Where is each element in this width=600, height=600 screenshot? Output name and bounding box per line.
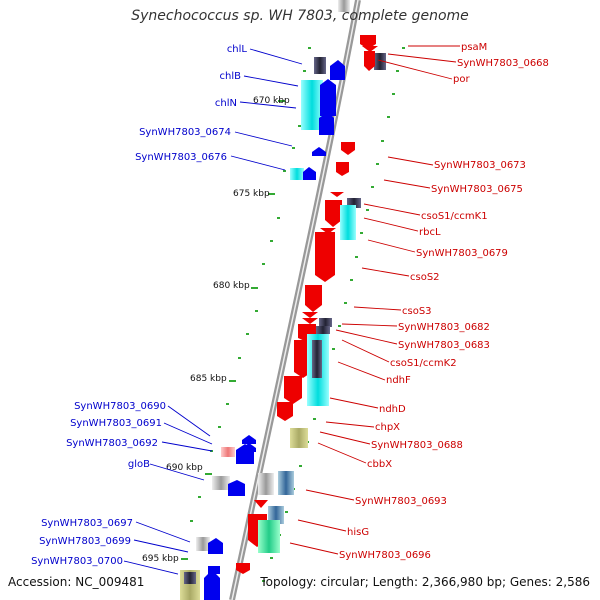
gene-chpX — [277, 402, 293, 421]
right-leader-lines — [289, 45, 460, 555]
scale-label-695: 695 kbp — [142, 554, 179, 564]
scale-labels: 670 kbp 675 kbp 680 kbp 685 kbp 690 kbp … — [142, 96, 290, 564]
label-0673: SynWH7803_0673 — [434, 160, 526, 171]
gene-chlN-arrow — [320, 79, 336, 116]
reverse-strand-genes — [236, 35, 386, 574]
label-0692: SynWH7803_0692 — [66, 438, 158, 449]
gene-0682 — [319, 318, 332, 327]
gene-0673 — [341, 142, 355, 155]
gene-0683 — [316, 326, 330, 334]
gene-csoS2 — [315, 232, 335, 282]
gene-rbcL — [325, 200, 342, 227]
gene-0674-arrow — [319, 112, 334, 135]
label-0693: SynWH7803_0693 — [355, 496, 447, 507]
label-0674: SynWH7803_0674 — [139, 127, 231, 138]
label-0699: SynWH7803_0699 — [39, 536, 131, 547]
gene-0697 — [196, 537, 210, 551]
label-0696: SynWH7803_0696 — [339, 550, 431, 561]
scale-label-690: 690 kbp — [166, 463, 203, 473]
label-rbcL: rbcL — [419, 227, 441, 238]
label-0683: SynWH7803_0683 — [398, 340, 490, 351]
label-0700: SynWH7803_0700 — [31, 556, 123, 567]
gene-gloB-arrow — [228, 480, 245, 496]
gene-0688 — [290, 428, 308, 448]
accession-text: Accession: NC_009481 — [8, 575, 145, 589]
label-hisG: hisG — [347, 527, 369, 538]
left-leader-lines — [123, 48, 303, 575]
label-ndhD: ndhD — [379, 404, 406, 415]
label-0668: SynWH7803_0668 — [457, 58, 549, 69]
label-chpX: chpX — [375, 422, 400, 433]
gene-0676-arrow — [312, 147, 326, 156]
right-gene-labels: psaM SynWH7803_0668 por SynWH7803_0673 S… — [339, 42, 549, 561]
label-psaM: psaM — [461, 42, 487, 53]
gene-ndhD — [284, 376, 302, 404]
gene-0679 — [340, 205, 356, 240]
label-por: por — [453, 74, 470, 85]
gene-0693 — [258, 473, 274, 495]
gene-chlN — [301, 80, 323, 130]
gene-psaM — [360, 35, 376, 49]
label-chlB: chlB — [220, 71, 242, 82]
scale-label-670: 670 kbp — [253, 96, 290, 106]
gene-0692 — [221, 447, 235, 457]
label-0690: SynWH7803_0690 — [74, 401, 166, 412]
label-csoS3: csoS3 — [402, 306, 432, 317]
left-gene-labels: chlL chlB chlN SynWH7803_0674 SynWH7803_… — [31, 44, 247, 567]
gene-top-grey — [338, 0, 350, 12]
label-0676: SynWH7803_0676 — [135, 152, 227, 163]
gene-por — [364, 51, 375, 71]
gene-0668 — [374, 53, 386, 70]
gene-0700-arrow — [204, 570, 220, 600]
label-csoS1-ccmK2: csoS1/ccmK2 — [390, 358, 457, 369]
gene-csoS3 — [305, 285, 322, 312]
label-chlL: chlL — [227, 44, 248, 55]
label-chlN: chlN — [215, 98, 237, 109]
topology-text: Topology: circular; Length: 2,366,980 bp… — [260, 575, 590, 589]
gene-0675 — [336, 162, 349, 176]
gene-chlL — [314, 57, 326, 74]
gene-0676b-arrow — [303, 167, 316, 180]
forward-strand-genes — [180, 0, 350, 600]
gene-0676 — [290, 168, 304, 180]
scale-label-680: 680 kbp — [213, 281, 250, 291]
label-csoS1-ccmK1: csoS1/ccmK1 — [421, 211, 488, 222]
label-0682: SynWH7803_0682 — [398, 322, 490, 333]
label-csoS2: csoS2 — [410, 272, 440, 283]
label-0688: SynWH7803_0688 — [371, 440, 463, 451]
gene-csoS1-ccmK1 — [347, 198, 361, 208]
label-0691: SynWH7803_0691 — [70, 418, 162, 429]
label-cbbX: cbbX — [367, 459, 392, 470]
gene-0696 — [258, 520, 280, 553]
label-ndhF: ndhF — [386, 375, 411, 386]
label-gloB: gloB — [128, 459, 150, 470]
gene-gloB — [212, 476, 230, 490]
scale-label-675: 675 kbp — [233, 189, 270, 199]
gene-0692-arrow — [236, 444, 254, 464]
gene-0697-arrow — [208, 538, 223, 554]
label-0679: SynWH7803_0679 — [416, 248, 508, 259]
label-0697: SynWH7803_0697 — [41, 518, 133, 529]
gene-chlB-arrow — [330, 60, 345, 80]
genome-title: Synechococcus sp. WH 7803, complete geno… — [131, 8, 469, 24]
scale-label-685: 685 kbp — [190, 374, 227, 384]
gene-0690-arrow — [242, 435, 256, 444]
label-0675: SynWH7803_0675 — [431, 184, 523, 195]
